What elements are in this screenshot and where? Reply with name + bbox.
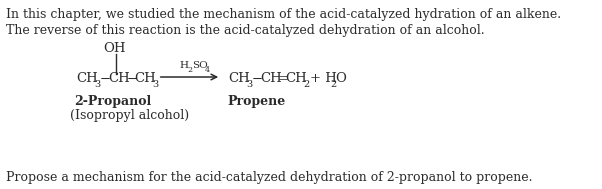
Text: O: O bbox=[335, 73, 346, 85]
Text: + H: + H bbox=[309, 73, 337, 85]
Text: 2-Propanol: 2-Propanol bbox=[74, 94, 152, 108]
Text: (Isopropyl alcohol): (Isopropyl alcohol) bbox=[70, 109, 189, 122]
Text: −: − bbox=[252, 73, 263, 85]
Text: In this chapter, we studied the mechanism of the acid-catalyzed hydration of an : In this chapter, we studied the mechanis… bbox=[6, 8, 561, 21]
Text: CH: CH bbox=[228, 73, 250, 85]
Text: Propose a mechanism for the acid-catalyzed dehydration of 2-propanol to propene.: Propose a mechanism for the acid-catalyz… bbox=[6, 171, 532, 184]
Text: The reverse of this reaction is the acid-catalyzed dehydration of an alcohol.: The reverse of this reaction is the acid… bbox=[6, 24, 485, 37]
Text: CH: CH bbox=[76, 73, 98, 85]
Text: OH: OH bbox=[104, 43, 126, 56]
Text: CH: CH bbox=[285, 73, 307, 85]
Text: 3: 3 bbox=[95, 80, 101, 89]
Text: 2: 2 bbox=[304, 80, 310, 89]
Text: 2: 2 bbox=[188, 66, 193, 74]
Text: SO: SO bbox=[193, 61, 208, 70]
Text: CH: CH bbox=[108, 73, 130, 85]
Text: 2: 2 bbox=[330, 80, 337, 89]
Text: 3: 3 bbox=[246, 80, 253, 89]
Text: 4: 4 bbox=[205, 66, 210, 74]
Text: 3: 3 bbox=[152, 80, 158, 89]
Text: CH: CH bbox=[260, 73, 282, 85]
Text: =: = bbox=[278, 73, 289, 85]
Text: H: H bbox=[179, 61, 188, 70]
Text: Propene: Propene bbox=[228, 94, 286, 108]
Text: −: − bbox=[126, 73, 137, 85]
Text: −: − bbox=[100, 73, 111, 85]
Text: CH: CH bbox=[134, 73, 155, 85]
